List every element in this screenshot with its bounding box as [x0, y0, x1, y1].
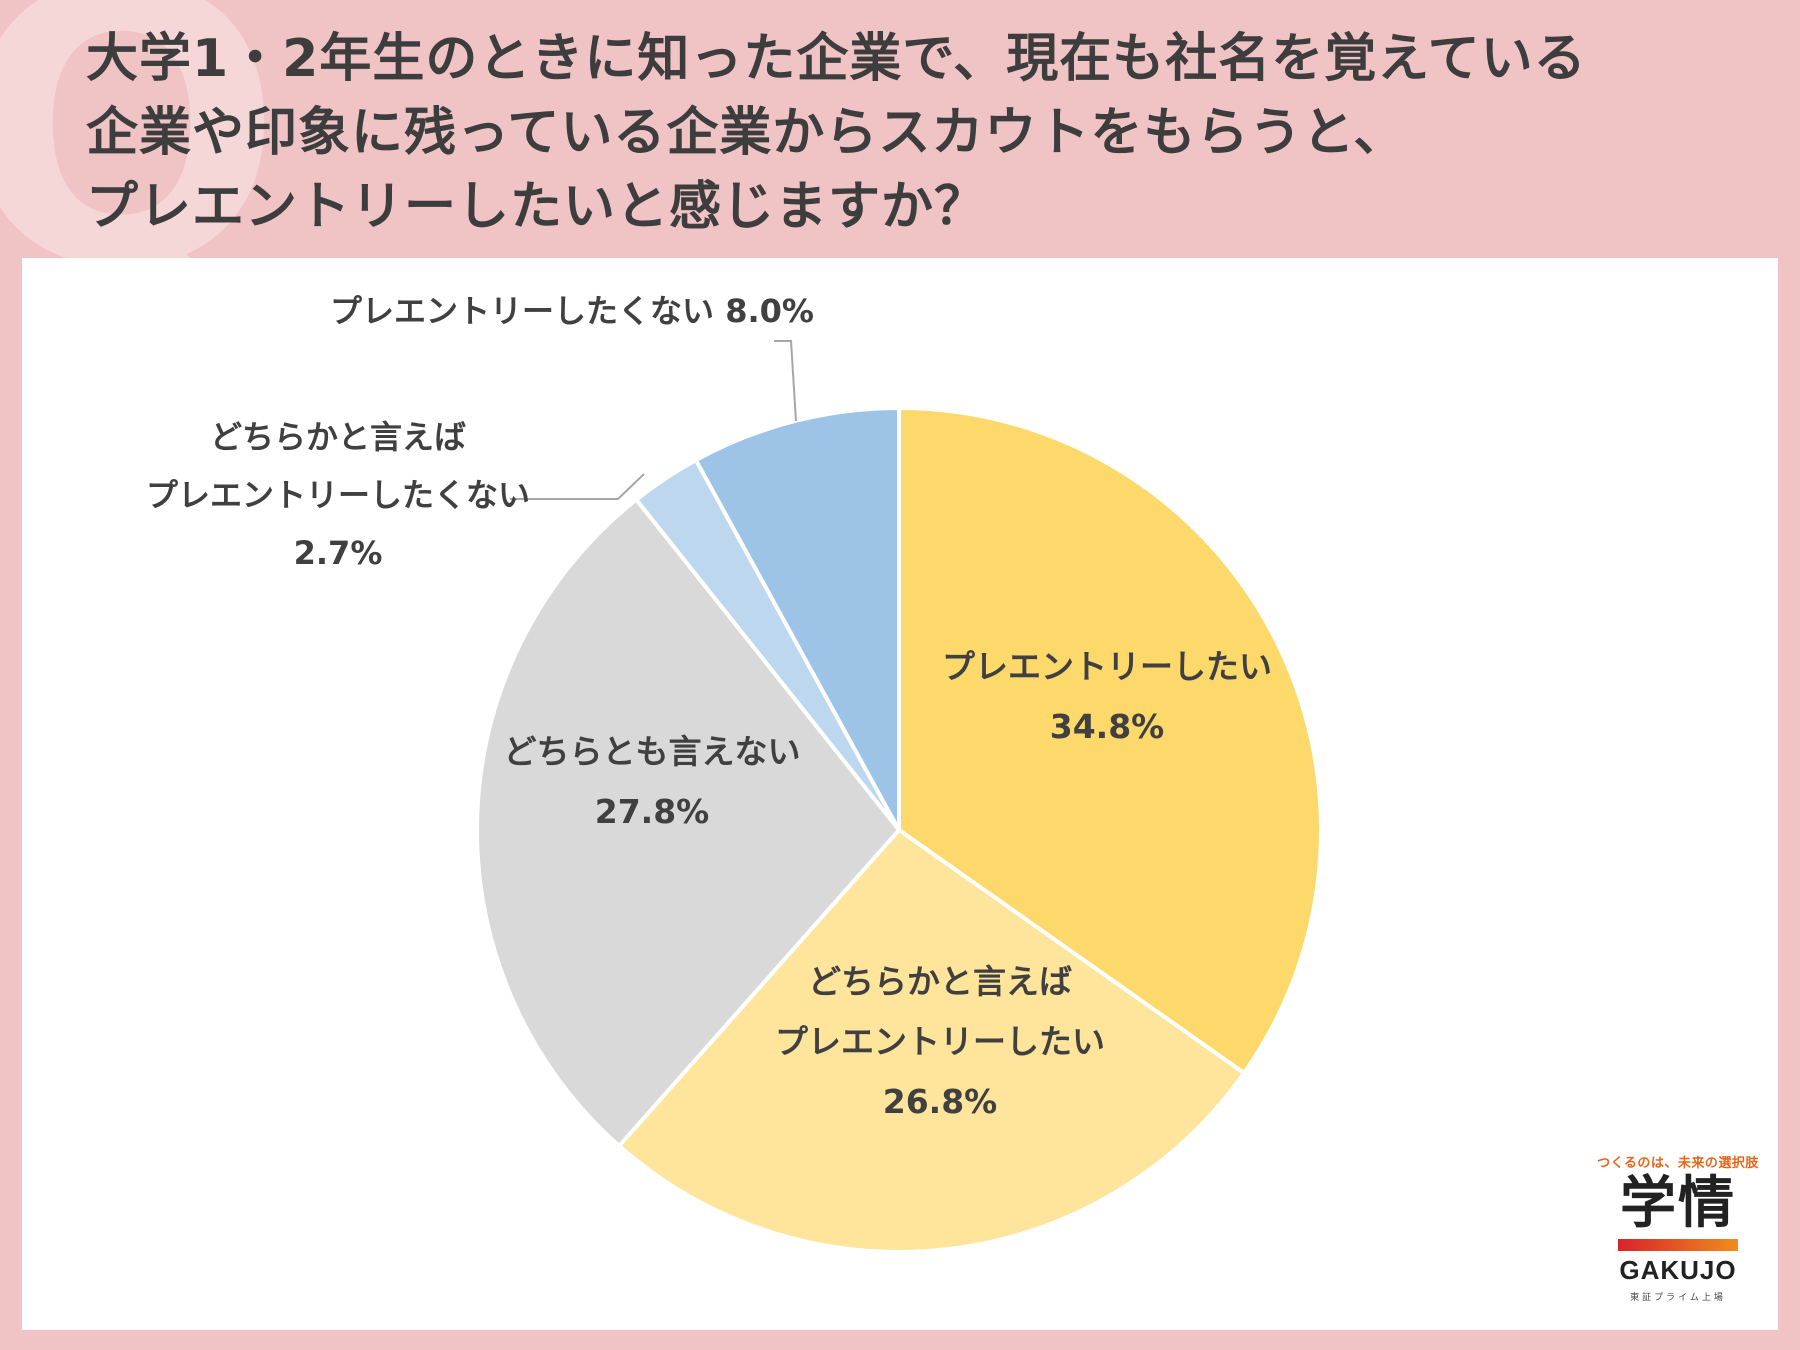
pie-slice-1: [897, 406, 1323, 1075]
title-line-1: 大学1・2年生のときに知った企業で、現在も社名を覚えている: [86, 29, 1587, 89]
question-title: 大学1・2年生のときに知った企業で、現在も社名を覚えている 企業や印象に残ってい…: [86, 22, 1766, 244]
logo-name: GAKUJO: [1619, 1255, 1737, 1285]
data-label-name-3: どちらとも言えない: [504, 732, 801, 771]
logo-tagline: つくるのは、未来の選択肢: [1597, 1156, 1759, 1171]
logo-subtitle: 東証プライム上場: [1630, 1293, 1726, 1303]
pie-chart: プレエントリーしたい34.8%どちらかと言えばプレエントリーしたい26.8%どち…: [146, 292, 1323, 1254]
data-label-value-1: 34.8%: [1050, 707, 1165, 746]
data-label-name-1: プレエントリーしたい: [942, 647, 1272, 686]
chart-card: プレエントリーしたい 34.8% どちらかと言えば プレエントリーしたい 26.8% どち…: [22, 258, 1778, 1330]
data-label-value-2: 26.8%: [883, 1082, 998, 1121]
title-line-2: 企業や印象に残っている企業からスカウトをもらうと、: [86, 103, 1407, 163]
pie-slice-2: [617, 828, 1247, 1254]
gakujo-logo: つくるのは、未来の選択肢 学情 GAKUJO 東証プライム上場: [1588, 1152, 1768, 1322]
leader-line-5: [774, 340, 797, 422]
data-label-name-5: プレエントリーしたくない 8.0%: [330, 292, 814, 330]
data-label-name-4: プレエントリーしたくない: [146, 476, 530, 514]
leader-line-4: [510, 473, 645, 500]
data-label-name-2: どちらかと言えば: [808, 962, 1072, 1001]
pie-slice-5: [693, 406, 901, 832]
title-line-3: プレエントリーしたいと感じますか？: [86, 177, 988, 237]
data-label-name-2: プレエントリーしたい: [775, 1022, 1105, 1061]
logo-color-bar: [1618, 1239, 1738, 1251]
pie-slice-3: [475, 497, 901, 1148]
logo-kanji: 学情: [1620, 1171, 1736, 1236]
data-label-value-4: 2.7%: [294, 534, 383, 572]
data-label-name-4: どちらかと言えば: [210, 418, 466, 456]
data-label-value-3: 27.8%: [595, 792, 710, 831]
